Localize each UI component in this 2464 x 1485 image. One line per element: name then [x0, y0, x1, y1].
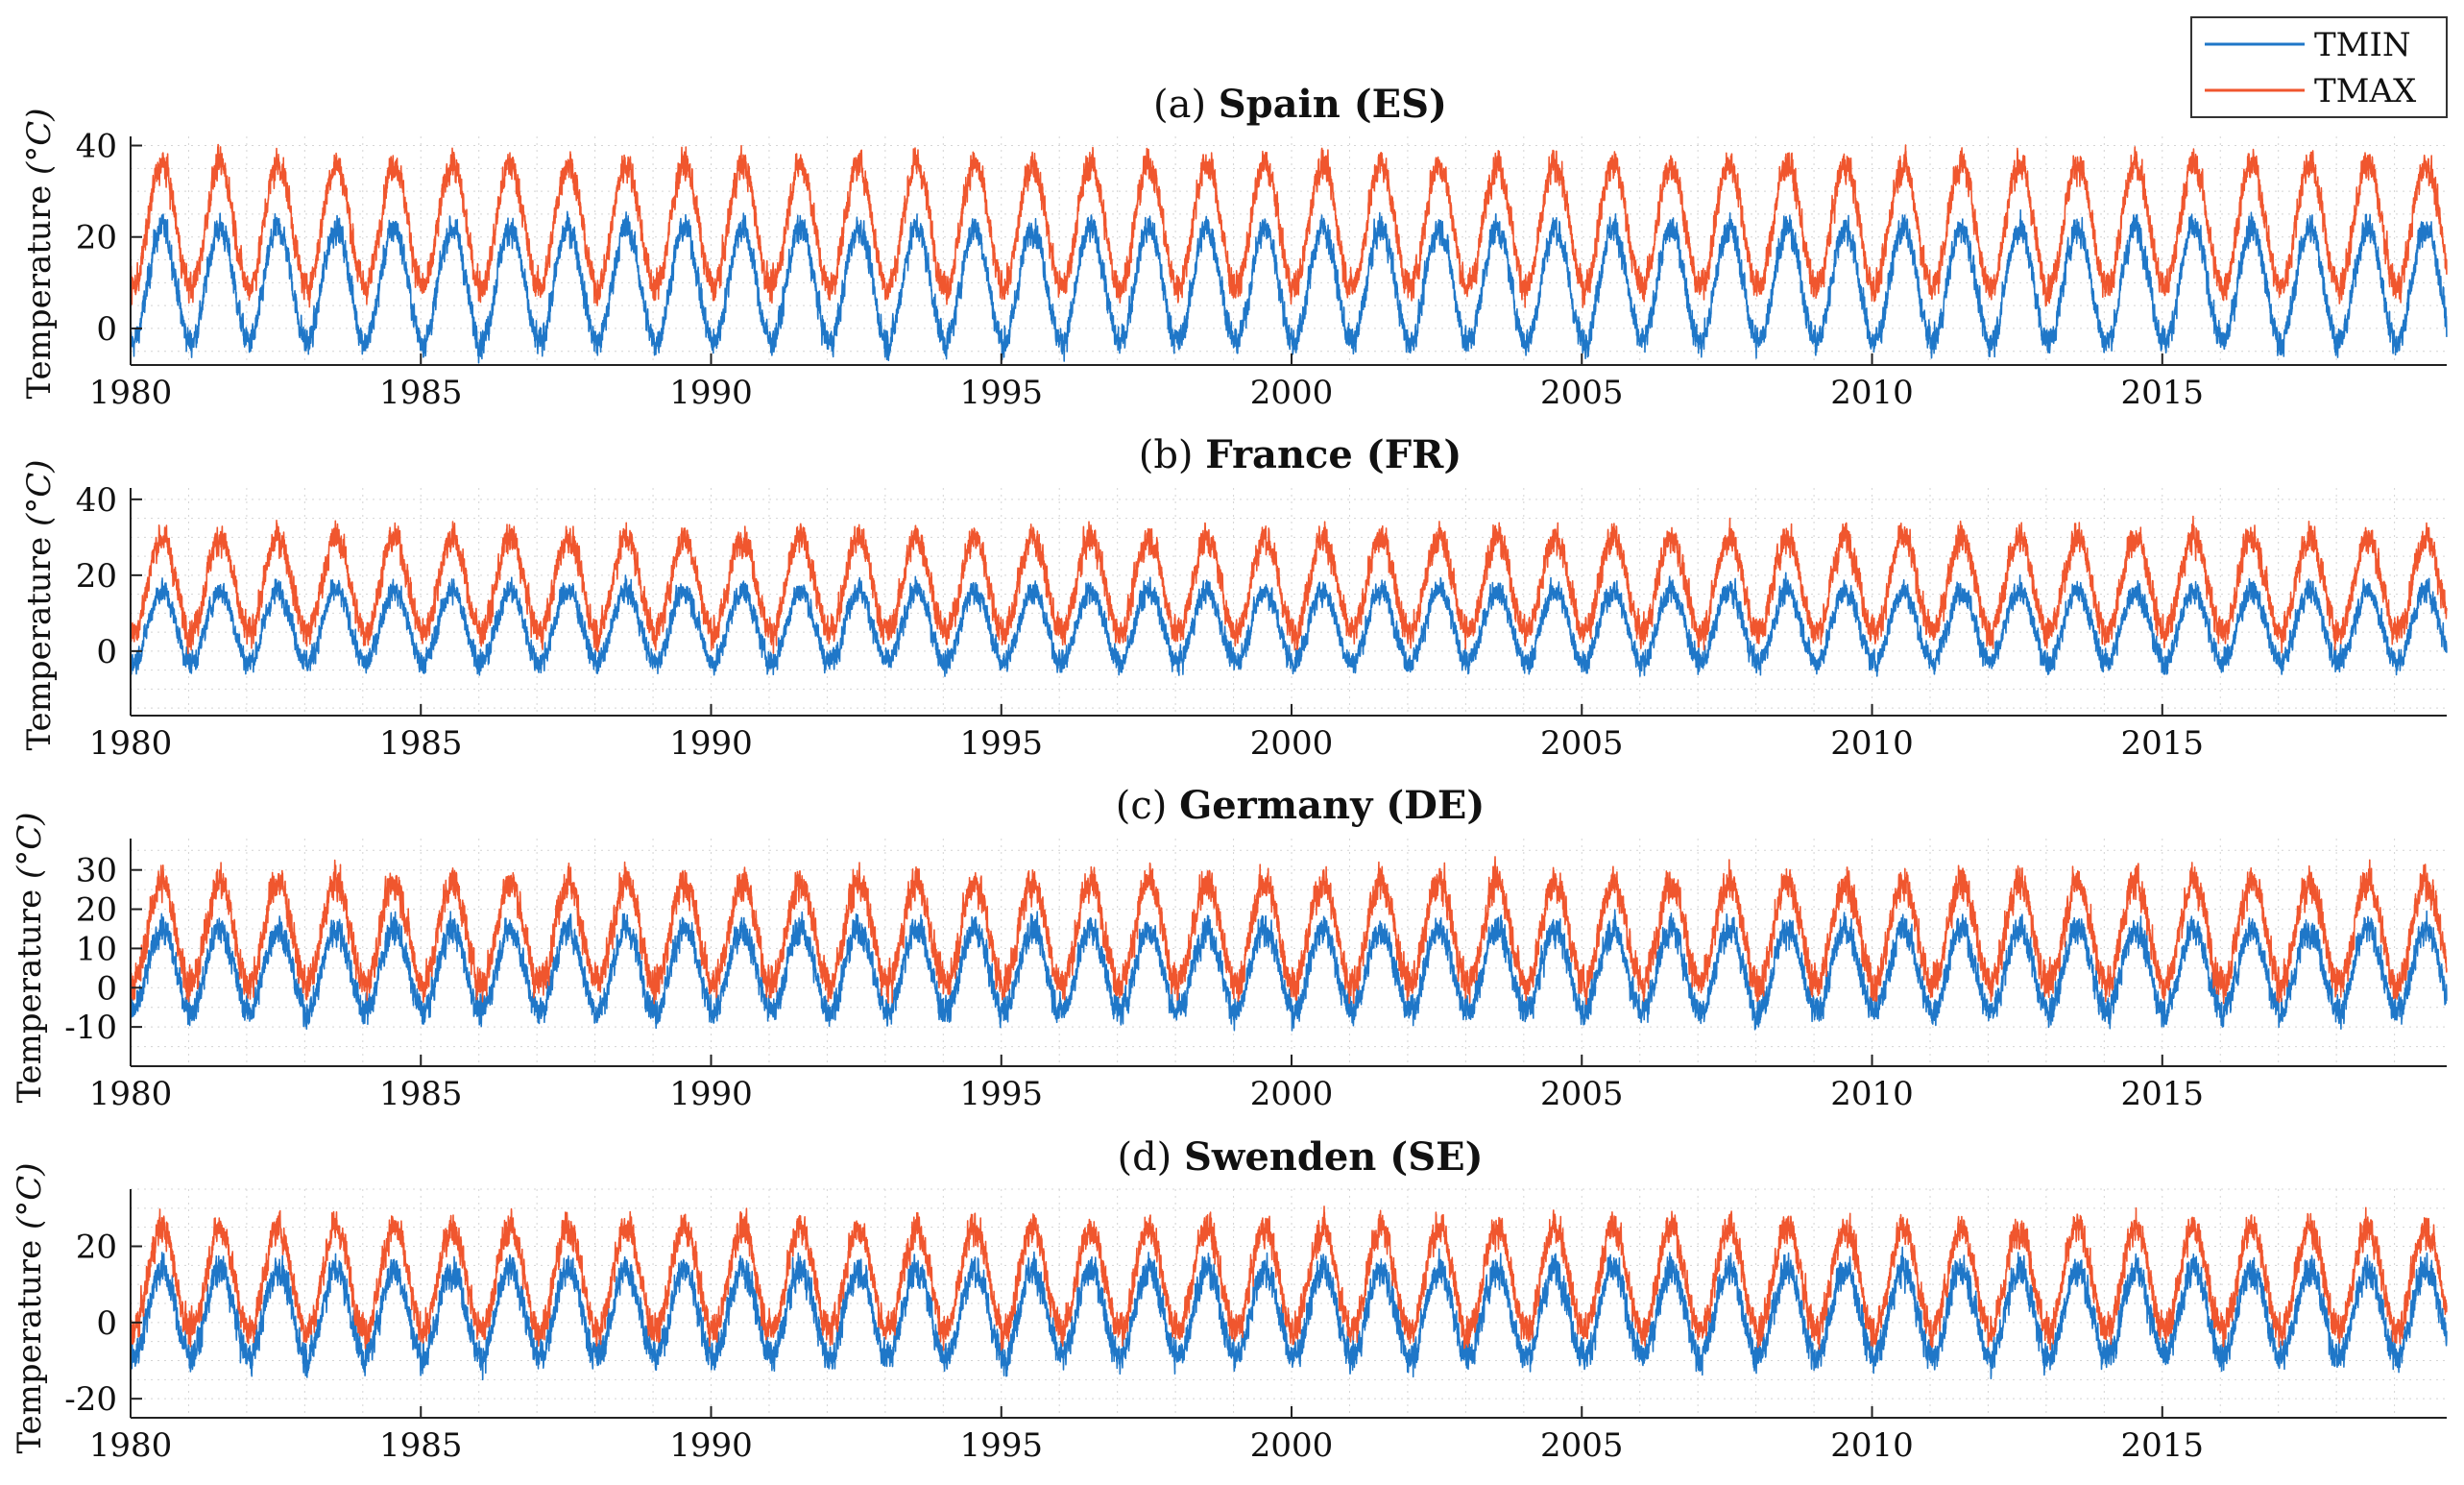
legend-label-tmax: TMAX	[2314, 72, 2417, 110]
y-tick-label: 20	[76, 1229, 117, 1267]
y-tick-label: -10	[64, 1009, 117, 1047]
grid	[130, 1188, 2447, 1419]
y-tick-label: 40	[76, 128, 117, 166]
y-axis-label: Temperature (°C)	[11, 1162, 49, 1453]
panel-germany: (c) Germany (DE) Temperature (°C) -10010…	[11, 783, 2448, 1113]
x-tick-label: 1990	[669, 724, 753, 763]
x-tick-label: 2005	[1540, 1426, 1624, 1465]
x-tick-label: 2015	[2121, 724, 2205, 763]
panel-title-bold: France (FR)	[1205, 432, 1461, 477]
y-axis-label: Temperature (°C)	[11, 812, 49, 1103]
y-axis-label-text: Temperature	[20, 537, 59, 751]
y-tick-label: 0	[96, 310, 117, 349]
x-tick-label: 2015	[2121, 1075, 2205, 1113]
x-tick-label: 1985	[379, 1075, 463, 1113]
y-tick-label: -20	[64, 1380, 117, 1419]
series-line-tmax	[130, 143, 2448, 308]
panel-title: (a) Spain (ES)	[1153, 82, 1447, 127]
series-line-tmax	[130, 856, 2448, 1006]
panel-title-bold: Germany (DE)	[1179, 783, 1485, 828]
x-tick-label: 2010	[1830, 724, 1914, 763]
panel-sweden: (d) Swenden (SE) Temperature (°C) -20 0 20…	[11, 1134, 2448, 1465]
panel-title-bold: Swenden (SE)	[1184, 1134, 1484, 1180]
x-tick-label: 1990	[669, 1426, 753, 1465]
x-tick-label: 1980	[89, 724, 173, 763]
x-tick-label: 1995	[960, 374, 1044, 412]
x-tick-label: 1985	[379, 1426, 463, 1465]
x-tick-label: 2010	[1830, 1075, 1914, 1113]
x-tick-label: 2005	[1540, 1075, 1624, 1113]
x-tick-label: 2000	[1250, 724, 1334, 763]
y-tick-label: 0	[96, 969, 117, 1008]
series-line-tmin	[130, 572, 2448, 677]
series-line-tmin	[130, 1246, 2448, 1381]
panel-title: (b) France (FR)	[1139, 432, 1462, 477]
panel-prefix: (d)	[1117, 1135, 1172, 1180]
legend-label-tmin: TMIN	[2314, 26, 2411, 64]
y-tick-label: 0	[96, 633, 117, 671]
y-axis-label-text: Temperature	[11, 889, 49, 1104]
series-line-tmin	[130, 909, 2448, 1032]
x-tick-label: 2000	[1250, 374, 1334, 412]
x-tick-label: 1980	[89, 1075, 173, 1113]
x-tick-label: 1985	[379, 374, 463, 412]
y-axis-label: Temperature (°C)	[20, 459, 59, 750]
panel-spain: (a) Spain (ES) Temperature (°C) 0 20 40 198…	[20, 82, 2448, 412]
x-tick-label: 2000	[1250, 1426, 1334, 1465]
y-tick-label: 20	[76, 891, 117, 930]
x-tick-label: 1990	[669, 374, 753, 412]
y-axis-unit: (°C)	[20, 459, 59, 526]
y-axis-label-text: Temperature	[11, 1240, 49, 1454]
panel-title: (c) Germany (DE)	[1116, 783, 1486, 828]
y-tick-label: 20	[76, 557, 117, 596]
grid	[130, 839, 2447, 1067]
x-tick-label: 2005	[1540, 374, 1624, 412]
x-tick-label: 1990	[669, 1075, 753, 1113]
y-tick-label: 20	[76, 219, 117, 257]
x-tick-label: 1980	[89, 374, 173, 412]
legend: TMIN TMAX	[2190, 16, 2448, 118]
x-tick-label: 2015	[2121, 374, 2205, 412]
x-tick-label: 1985	[379, 724, 463, 763]
legend-box	[2190, 16, 2448, 118]
y-axis-label: Temperature (°C)	[20, 108, 59, 399]
y-axis-unit: (°C)	[11, 1162, 49, 1229]
y-tick-label: 40	[76, 481, 117, 520]
x-tick-label: 1995	[960, 1075, 1044, 1113]
panel-prefix: (a)	[1153, 83, 1206, 127]
y-tick-label: 10	[76, 930, 117, 968]
x-tick-label: 2015	[2121, 1426, 2205, 1465]
x-tick-label: 1980	[89, 1426, 173, 1465]
panel-title-bold: Spain (ES)	[1219, 82, 1447, 127]
y-axis-unit: (°C)	[20, 108, 59, 175]
panel-title: (d) Swenden (SE)	[1117, 1134, 1483, 1180]
y-tick-label: 30	[76, 852, 117, 890]
x-tick-label: 2010	[1830, 1426, 1914, 1465]
x-tick-label: 2000	[1250, 1075, 1334, 1113]
panel-france: (b) France (FR) Temperature (°C) 0 20 40 19…	[20, 432, 2448, 763]
y-tick-label: 0	[96, 1304, 117, 1343]
x-tick-label: 1995	[960, 1426, 1044, 1465]
x-tick-label: 1995	[960, 724, 1044, 763]
x-tick-label: 2010	[1830, 374, 1914, 412]
grid	[130, 136, 2447, 365]
y-axis-unit: (°C)	[11, 812, 49, 879]
panel-prefix: (b)	[1139, 433, 1194, 477]
x-tick-label: 2005	[1540, 724, 1624, 763]
panel-prefix: (c)	[1116, 784, 1168, 828]
series-line-tmin	[130, 208, 2448, 364]
series-line-tmax	[130, 1205, 2448, 1351]
series-line-tmax	[130, 515, 2448, 655]
y-axis-label-text: Temperature	[20, 185, 59, 400]
